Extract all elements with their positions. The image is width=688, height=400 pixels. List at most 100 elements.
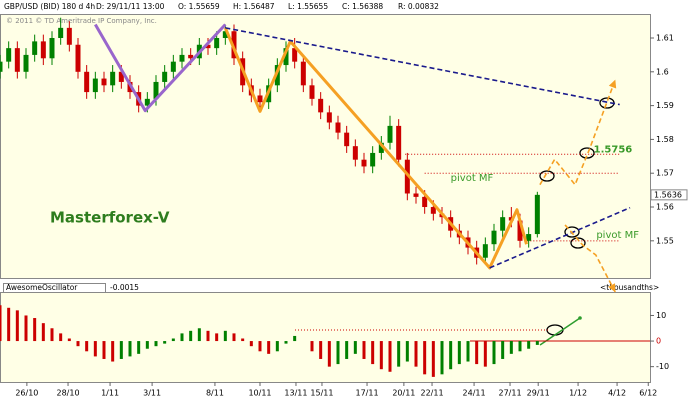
trend-line <box>223 27 528 270</box>
oscillator-bar <box>163 341 167 344</box>
x-tick-label: 28/10 <box>57 389 80 398</box>
y-tick-label: 1.56 <box>656 203 674 212</box>
oscillator-bar <box>215 333 219 342</box>
candle-body <box>49 38 55 59</box>
x-tick-label: 3/11 <box>143 389 161 398</box>
level-value: 1.5756 <box>594 144 633 155</box>
candle-body <box>188 54 194 59</box>
candle-body <box>430 207 436 214</box>
last-price: 1.5636 <box>654 190 682 199</box>
x-tick-label: 24/11 <box>463 389 486 398</box>
y-tick-label: 1.59 <box>656 101 674 110</box>
x-tick-label: 17/11 <box>356 389 379 398</box>
symbol: GBP/USD (BID) 180 d 4h <box>4 2 95 11</box>
x-tick-label: 10/11 <box>248 389 271 398</box>
candle-body <box>387 125 393 143</box>
oscillator-bar <box>492 341 496 365</box>
level-text: pivot MF <box>596 230 639 241</box>
oscillator-bar <box>249 341 253 347</box>
candle-body <box>257 95 263 103</box>
low: L: 1.55655 <box>288 2 328 11</box>
candle-body <box>370 152 376 167</box>
candle-body <box>162 71 168 82</box>
oscillator-bar <box>85 341 89 352</box>
oscillator-bar <box>197 328 201 342</box>
x-tick-label: 29/11 <box>527 389 550 398</box>
candle-body <box>352 146 358 160</box>
oscillator-bar <box>397 341 401 367</box>
oscillator-bar <box>102 341 106 359</box>
oscillator-bar <box>527 341 531 349</box>
oscillator-bar <box>232 333 236 342</box>
y-tick-label: 0 <box>656 337 661 346</box>
oscillator-bar <box>275 341 279 352</box>
oscillator-bar <box>483 341 487 367</box>
oscillator-bar <box>405 341 409 362</box>
candle-body <box>283 48 289 66</box>
oscillator-bar <box>509 341 513 354</box>
candle-body <box>361 159 367 167</box>
oscillator-bar <box>475 341 479 365</box>
oscillator-bar <box>180 333 184 342</box>
indicator-title: AwesomeOscillator <box>6 283 78 292</box>
oscillator-bar <box>67 338 71 342</box>
y-tick-label: -10 <box>656 362 669 371</box>
candle-body <box>517 220 523 241</box>
candle-body <box>32 41 38 55</box>
oscillator-bar <box>293 335 297 342</box>
candle-body <box>482 244 488 258</box>
x-tick-label: 1/11 <box>101 389 119 398</box>
oscillator-bar <box>171 338 175 342</box>
candle-body <box>413 193 419 197</box>
candle-body <box>58 27 64 38</box>
oscillator-bar <box>33 318 37 342</box>
candle-body <box>153 81 159 99</box>
price-panel <box>0 14 651 279</box>
candle-body <box>179 54 185 62</box>
oscillator-bar <box>15 310 19 342</box>
candle-body <box>335 122 341 133</box>
oscillator-bar <box>50 328 54 342</box>
oscillator-bar <box>501 341 505 359</box>
oscillator-bar <box>345 341 349 359</box>
candle-body <box>309 85 315 99</box>
oscillator-bar <box>362 341 366 359</box>
candle-body <box>6 48 12 62</box>
trend-line <box>94 23 227 113</box>
y-tick-label: 1.57 <box>656 169 674 178</box>
y-tick-label: 1.55 <box>656 236 674 245</box>
trend-line <box>539 79 617 186</box>
oscillator-bar <box>206 330 210 342</box>
oscillator-bar <box>388 341 392 372</box>
x-tick-label: 1/12 <box>569 389 587 398</box>
candle-body <box>101 78 107 86</box>
candle-body <box>222 31 228 38</box>
oscillator-bar <box>241 338 245 342</box>
open: O: 1.55659 <box>178 2 220 11</box>
candle-body <box>300 61 306 86</box>
oscillator-bar <box>267 341 271 354</box>
circle <box>579 147 595 159</box>
oscillator-bar <box>59 333 63 342</box>
indicator-box <box>3 283 106 293</box>
candle-body <box>274 65 280 86</box>
candle-body <box>500 217 506 231</box>
oscillator-bar <box>423 341 427 375</box>
oscillator-bar <box>0 305 2 342</box>
candle-body <box>326 112 332 123</box>
x-tick-label: 27/11 <box>499 389 522 398</box>
y-tick-label: 1.58 <box>656 135 674 144</box>
oscillator-bar <box>145 341 149 349</box>
oscillator-bar <box>379 341 383 370</box>
unit-label: <thousandths> <box>600 283 659 292</box>
candle-body <box>0 61 3 72</box>
candle-body <box>292 48 298 62</box>
oscillator-bar <box>431 341 435 377</box>
candle-body <box>205 44 211 49</box>
oscillator-bar <box>258 341 262 352</box>
oscillator-bar <box>518 341 522 352</box>
x-tick-label: 26/10 <box>15 389 38 398</box>
oscillator-bar <box>154 341 158 347</box>
chart-title: Masterforex-V <box>50 209 170 227</box>
